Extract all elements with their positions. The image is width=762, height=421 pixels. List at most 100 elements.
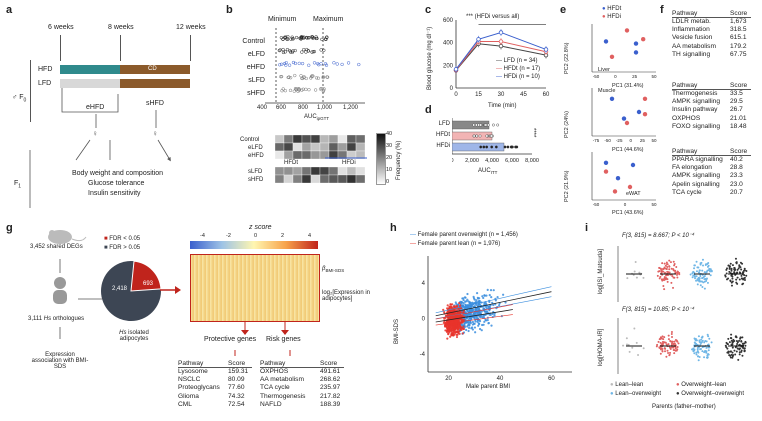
data-point [461, 311, 464, 314]
data-point [699, 275, 702, 278]
data-point [496, 295, 499, 299]
data-point [478, 134, 482, 138]
colorbar-tick: 20 [386, 155, 393, 161]
data-point [724, 275, 727, 278]
data-point [693, 341, 696, 344]
zscore-title: z score [249, 224, 272, 231]
itt-bar-chart: 0 2,000 4,000 6,000 8,000 [452, 118, 539, 164]
data-point [672, 260, 675, 263]
data-point [696, 348, 699, 351]
x-axis-label: AUCITT [478, 168, 498, 176]
data-point [487, 305, 491, 308]
tick-label: 0 [624, 202, 627, 207]
data-point [503, 145, 507, 149]
tissue-label: eWAT [626, 191, 641, 197]
heatmap-cell [310, 142, 321, 152]
data-point [280, 89, 284, 93]
tick-label: 600 [443, 18, 454, 24]
data-point [486, 319, 489, 322]
data-point [710, 341, 713, 344]
heatmap-cell [346, 166, 357, 176]
cd-bar [120, 65, 190, 74]
data-point [477, 324, 480, 327]
data-point [631, 346, 634, 349]
pie-caption: Hs isolated adipocytes [119, 330, 149, 342]
tick-label: 50 [651, 202, 657, 207]
data-point [656, 274, 659, 277]
data-point [321, 89, 325, 93]
data-point [737, 358, 740, 361]
table-row: Thermogenesis 217.82 [260, 392, 341, 400]
data-point [655, 345, 658, 348]
tick-label: 45 [520, 92, 527, 98]
data-point [695, 343, 698, 346]
data-point [725, 272, 728, 275]
tick-label: -50 [604, 138, 611, 143]
z-tick: -4 [200, 233, 205, 239]
data-point [452, 326, 455, 330]
outcome: Glucose tolerance [88, 180, 145, 187]
data-point [731, 264, 734, 267]
data-point [691, 272, 694, 275]
data-point [677, 342, 680, 345]
data-point [466, 298, 469, 301]
data-point [449, 335, 452, 338]
data-point [701, 277, 704, 280]
data-point [469, 313, 472, 316]
data-point [697, 359, 700, 362]
data-point [676, 340, 679, 343]
data-point [480, 315, 483, 318]
data-point [307, 63, 311, 67]
data-point [696, 350, 699, 353]
data-point [446, 337, 449, 340]
data-point [312, 49, 317, 54]
minimum-label: Minimum [268, 16, 297, 23]
data-point [700, 347, 703, 350]
data-point [706, 333, 709, 336]
data-point [492, 303, 495, 307]
outcome: Body weight and composition [72, 170, 164, 177]
data-point [738, 339, 741, 342]
data-point [278, 48, 282, 52]
pie-label: 2,418 [112, 286, 128, 292]
data-point [456, 305, 459, 308]
data-point [661, 270, 664, 273]
heatmap-cell [301, 142, 312, 152]
pathway-table-muscle: Pathway Score Thermogenesis 33.5 AMPK sign… [672, 82, 752, 131]
category-label: HFDi [436, 143, 450, 149]
data-point [633, 50, 639, 55]
data-point [659, 352, 662, 355]
data-point [453, 331, 457, 334]
data-point [284, 63, 288, 67]
data-point [658, 346, 661, 349]
tick-label: 40 [497, 376, 504, 380]
data-point [657, 340, 660, 343]
heat-row-label: sLFD [248, 169, 263, 175]
data-point [703, 351, 706, 354]
cd-label: CD [148, 66, 157, 72]
data-point [488, 313, 491, 316]
data-point [665, 261, 668, 264]
data-point [663, 336, 666, 339]
tick-label: -25 [616, 138, 623, 143]
data-point [728, 270, 731, 273]
data-point [670, 331, 673, 334]
data-point [708, 346, 711, 349]
data-point [696, 279, 699, 282]
data-point [284, 61, 288, 65]
protective-genes-label: Protective genes [204, 336, 257, 343]
data-point [661, 335, 664, 338]
data-point [731, 277, 734, 280]
y-axis-label: log[ISI_Matsuda] [598, 248, 604, 294]
pc-y-label: PC2 (21.9%) [564, 170, 570, 203]
data-point [320, 37, 324, 42]
data-point [740, 274, 743, 277]
pc-x-label: PC1 (44.6%) [612, 147, 644, 153]
data-point [691, 348, 694, 351]
heatmap-cell [283, 142, 294, 152]
pc-y-label: PC2 (22.8%) [564, 42, 570, 75]
week-label: 12 weeks [176, 24, 206, 31]
data-point [459, 304, 462, 307]
data-point [667, 343, 670, 346]
data-point [693, 264, 696, 267]
